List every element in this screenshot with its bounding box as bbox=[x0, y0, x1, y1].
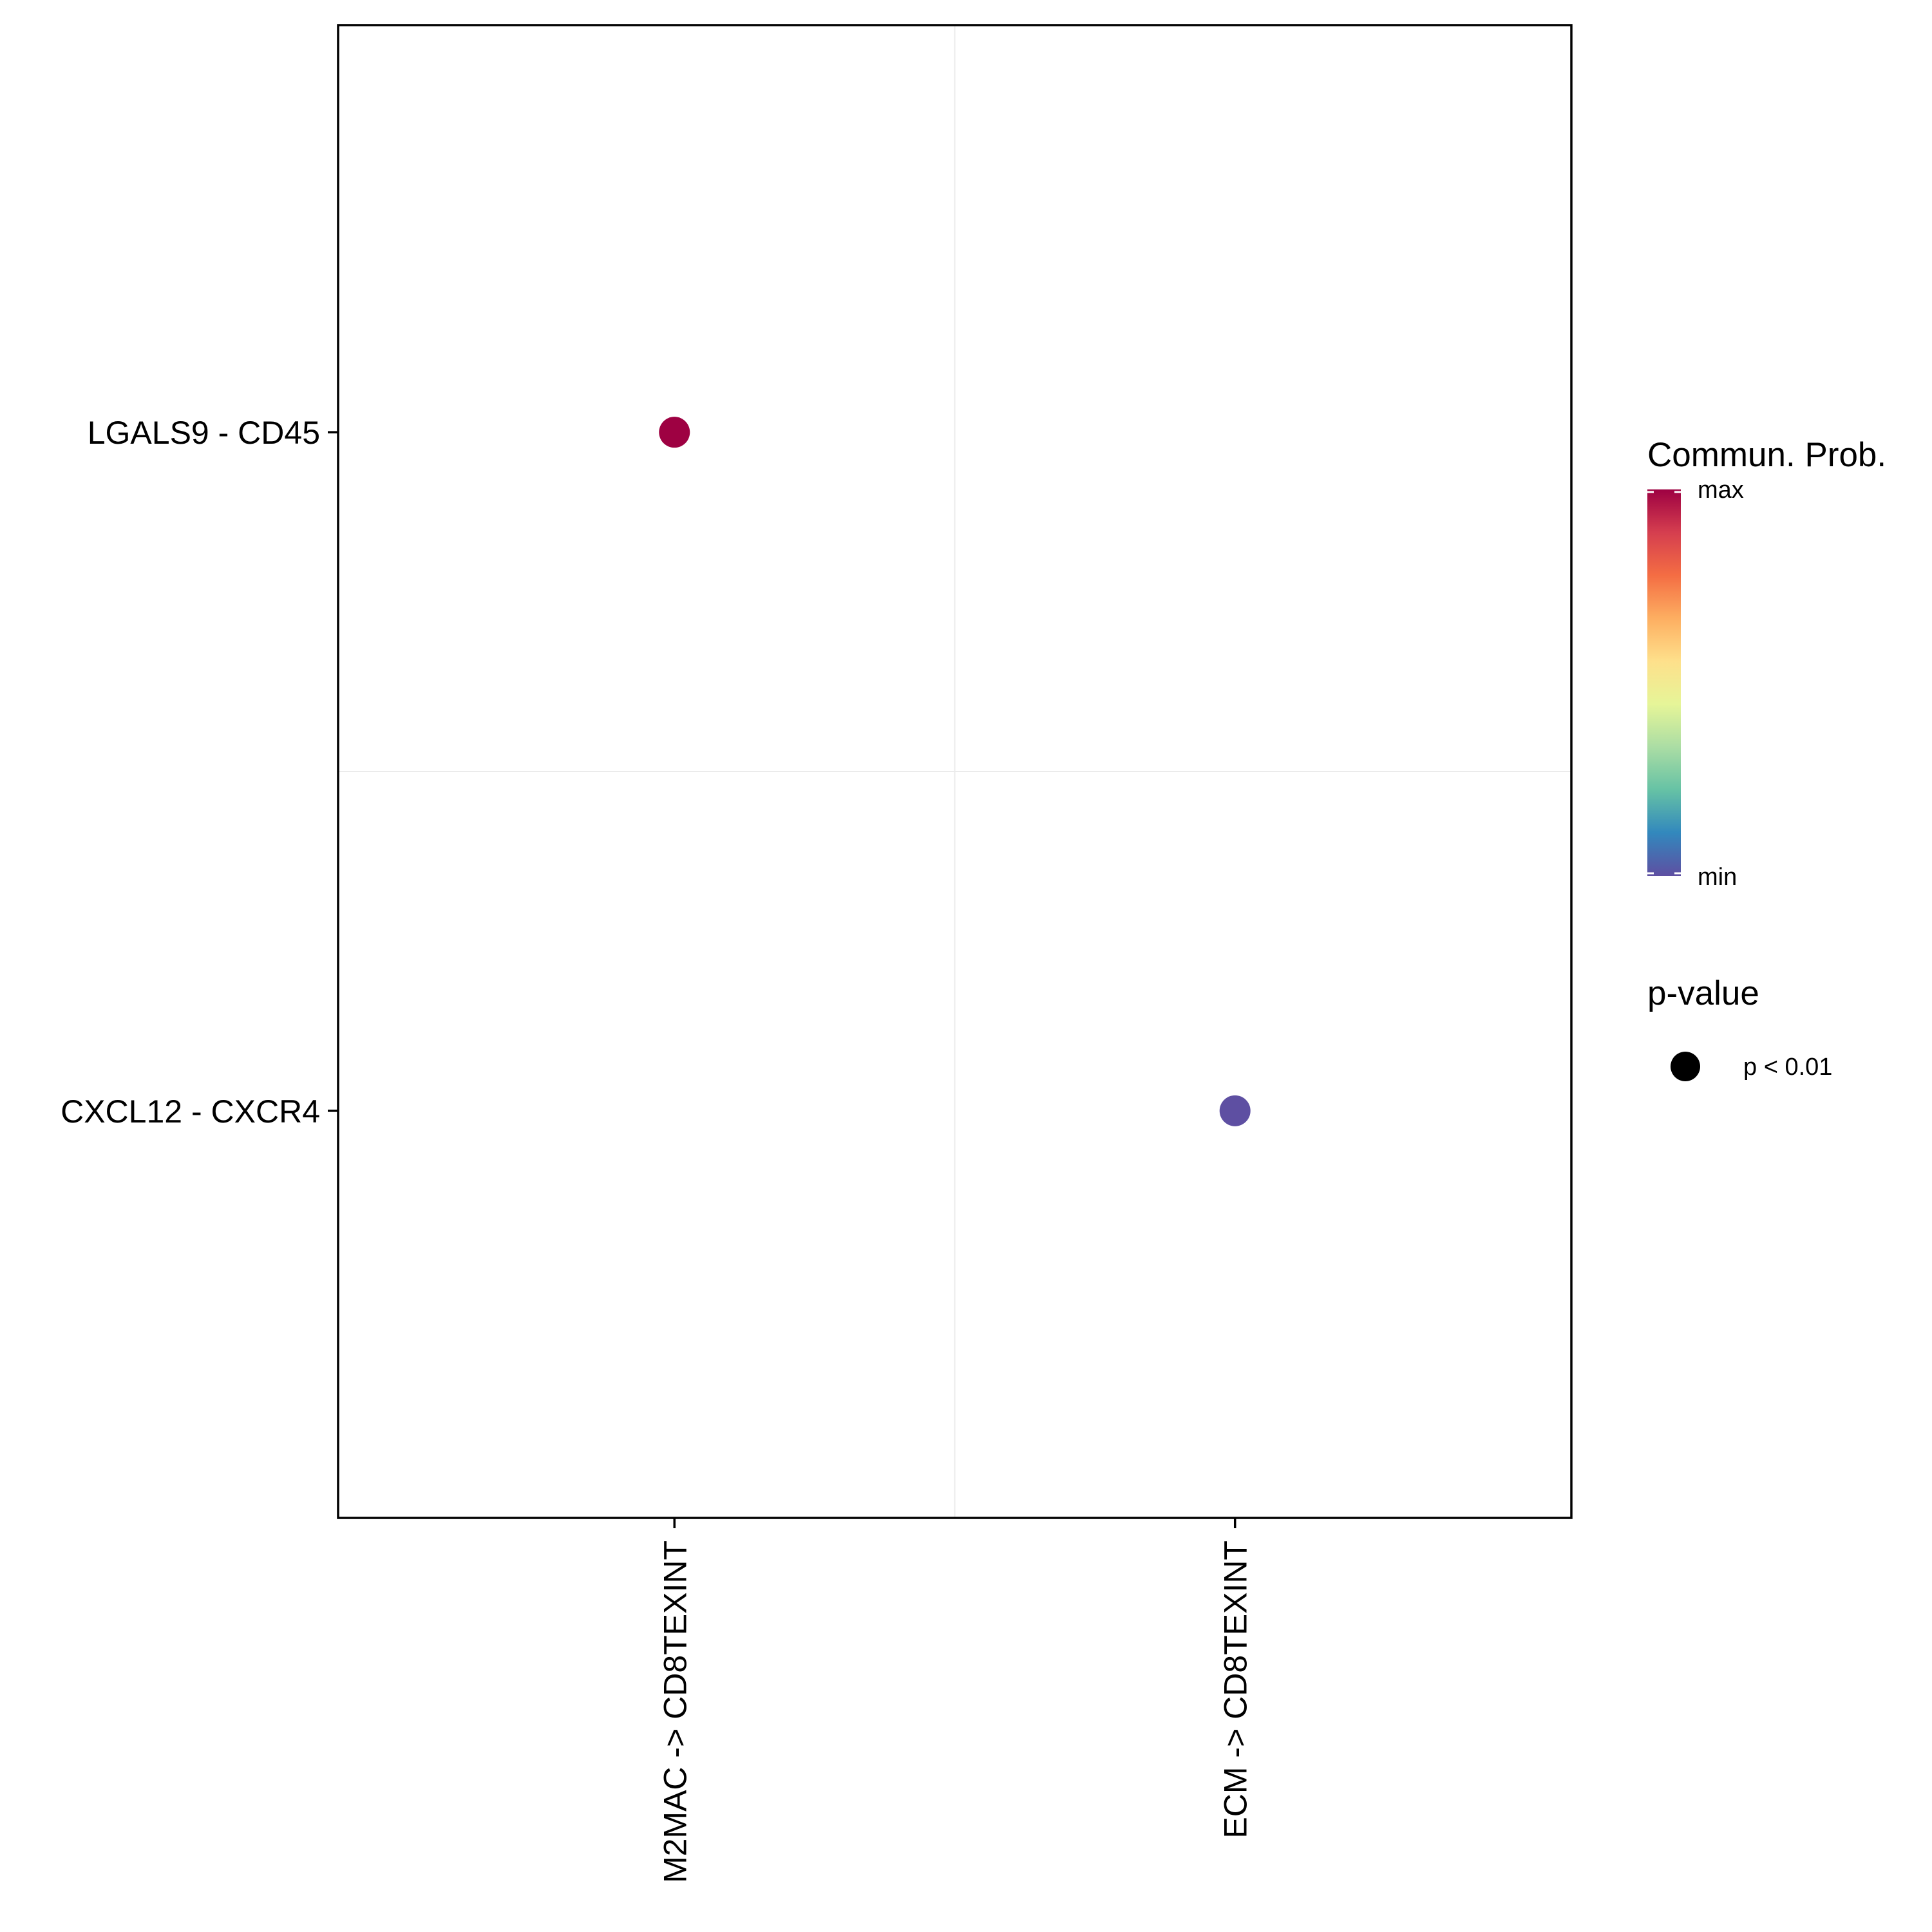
y-tick-label: CXCL12 - CXCR4 bbox=[61, 1094, 320, 1130]
y-tick-label: LGALS9 - CD45 bbox=[88, 415, 320, 451]
color-legend: Commun. Prob. max min bbox=[1647, 436, 1886, 891]
grid-lines bbox=[338, 25, 1571, 1518]
size-legend-title: p-value bbox=[1647, 974, 1759, 1012]
plot-border bbox=[337, 24, 1573, 1519]
size-legend-label: p < 0.01 bbox=[1743, 1054, 1832, 1081]
color-legend-min-label: min bbox=[1698, 864, 1737, 891]
data-point bbox=[1219, 1095, 1251, 1126]
data-point bbox=[659, 417, 690, 448]
data-points bbox=[659, 417, 1251, 1126]
size-legend: p-value p < 0.01 bbox=[1647, 974, 1832, 1081]
x-tick-label: ECM -> CD8TEXINT bbox=[1218, 1540, 1254, 1839]
color-legend-max-label: max bbox=[1698, 477, 1744, 504]
y-axis: LGALS9 - CD45 CXCL12 - CXCR4 bbox=[61, 415, 338, 1130]
size-legend-key bbox=[1671, 1052, 1700, 1081]
x-tick-label: M2MAC -> CD8TEXINT bbox=[657, 1540, 693, 1883]
x-axis: M2MAC -> CD8TEXINT ECM -> CD8TEXINT bbox=[657, 1518, 1254, 1883]
color-bar bbox=[1647, 489, 1681, 876]
color-legend-title: Commun. Prob. bbox=[1647, 436, 1886, 474]
